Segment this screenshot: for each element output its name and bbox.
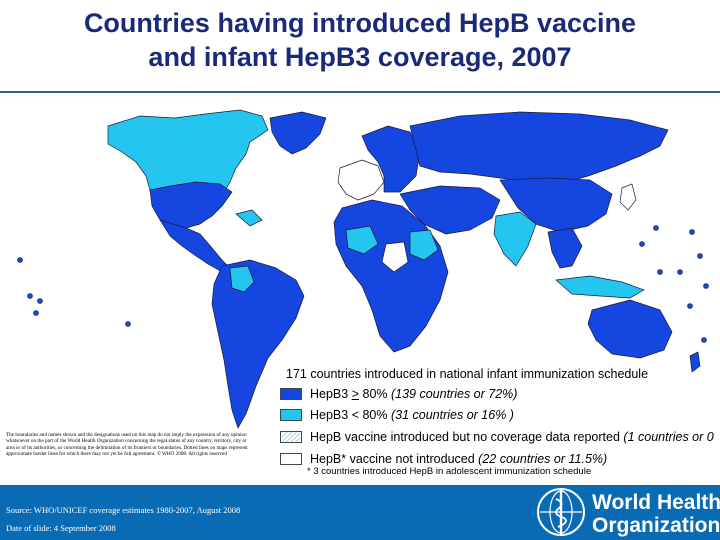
region-africa-none xyxy=(381,241,409,273)
slide-title: Countries having introduced HepB vaccine… xyxy=(0,6,720,74)
region-japan xyxy=(619,183,637,211)
region-new-zealand xyxy=(689,351,701,373)
legend-swatch-none xyxy=(280,453,302,465)
footer-bar xyxy=(0,485,720,540)
region-africa-low-2 xyxy=(409,229,439,261)
title-line-1: Countries having introduced HepB vaccine xyxy=(83,8,637,38)
who-wordmark: World Health Organization xyxy=(592,491,720,537)
who-emblem-icon xyxy=(537,488,585,536)
region-india xyxy=(493,211,537,267)
region-greenland xyxy=(269,111,327,155)
world-map xyxy=(17,109,709,429)
region-africa-low-1 xyxy=(345,225,379,255)
slide-date: Date of slide: 4 September 2008 xyxy=(6,523,116,533)
region-middle-east xyxy=(399,185,501,235)
region-eastern-europe xyxy=(361,125,421,193)
title-divider xyxy=(0,91,720,93)
title-line-2: and infant HepB3 coverage, 2007 xyxy=(148,42,572,72)
legend-swatch-low xyxy=(280,409,302,421)
region-indonesia xyxy=(555,275,645,299)
region-andes-low xyxy=(229,265,255,293)
pacific-islands xyxy=(17,225,709,343)
legend-swatch-high xyxy=(280,388,302,400)
region-central-america xyxy=(159,219,231,273)
region-china xyxy=(499,177,613,233)
legend-footnote: * 3 countries introduced HepB in adolesc… xyxy=(307,466,592,477)
source-text: Source: WHO/UNICEF coverage estimates 19… xyxy=(6,505,241,515)
legend-swatch-hatched xyxy=(280,431,302,443)
region-caribbean xyxy=(235,209,263,227)
region-south-america xyxy=(211,259,305,429)
map-disclaimer: The boundaries and names shown and the d… xyxy=(6,432,248,457)
region-russia xyxy=(409,111,669,185)
region-australia xyxy=(587,299,673,359)
legend-summary: 171 countries introduced in national inf… xyxy=(286,367,649,381)
region-western-europe xyxy=(337,159,385,201)
region-southeast-asia xyxy=(547,227,583,269)
